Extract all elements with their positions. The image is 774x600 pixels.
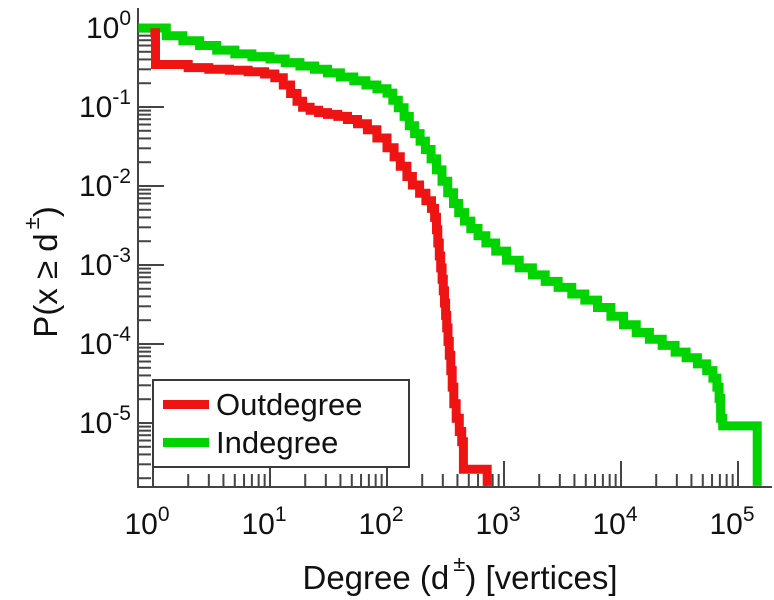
y-axis-label-main: P(x ≥ d [27,233,64,338]
legend-label-indegree: Indegree [216,425,339,460]
indegree-curve [138,23,762,486]
y-tick-label: 100 [86,7,131,45]
y-axis-label-sup: ± [19,217,44,230]
legend-label-outdegree: Outdegree [216,387,363,422]
x-axis-ticks [152,461,739,487]
legend-item-indegree: Indegree [163,427,408,458]
x-tick-labels: 100 101 102 103 104 105 [124,503,754,541]
x-tick-label: 103 [475,503,520,541]
legend-box: Outdegree Indegree [152,379,410,468]
legend-item-outdegree: Outdegree [163,389,408,420]
outdegree-line-swatch [163,400,209,409]
y-tick-label: 10-3 [79,244,131,282]
x-tick-label: 100 [124,503,169,541]
x-tick-label: 104 [592,503,637,541]
axes [137,8,772,488]
outdegree-curve [150,28,492,486]
x-tick-label: 102 [358,503,403,541]
y-tick-label: 10-2 [79,165,131,203]
x-axis-label-main: Degree (d [302,559,450,596]
y-tick-label: 10-1 [79,86,131,124]
x-axis-label-tail: ) [vertices] [465,559,618,596]
indegree-line-swatch [163,438,209,447]
y-tick-label: 10-5 [79,402,131,440]
y-tick-labels: 100 10-1 10-2 10-3 10-4 10-5 [79,7,131,440]
y-axis-label-tail: ) [27,206,64,218]
y-tick-label: 10-4 [79,323,131,361]
x-tick-label: 105 [709,503,754,541]
x-axis-label: Degree (d ±) [vertices] [302,551,617,597]
y-axis-label: P(x ≥ d ±) [19,206,65,337]
x-axis-label-sup: ± [453,551,466,576]
y-axis-ticks [138,27,164,480]
x-tick-label: 101 [241,503,286,541]
